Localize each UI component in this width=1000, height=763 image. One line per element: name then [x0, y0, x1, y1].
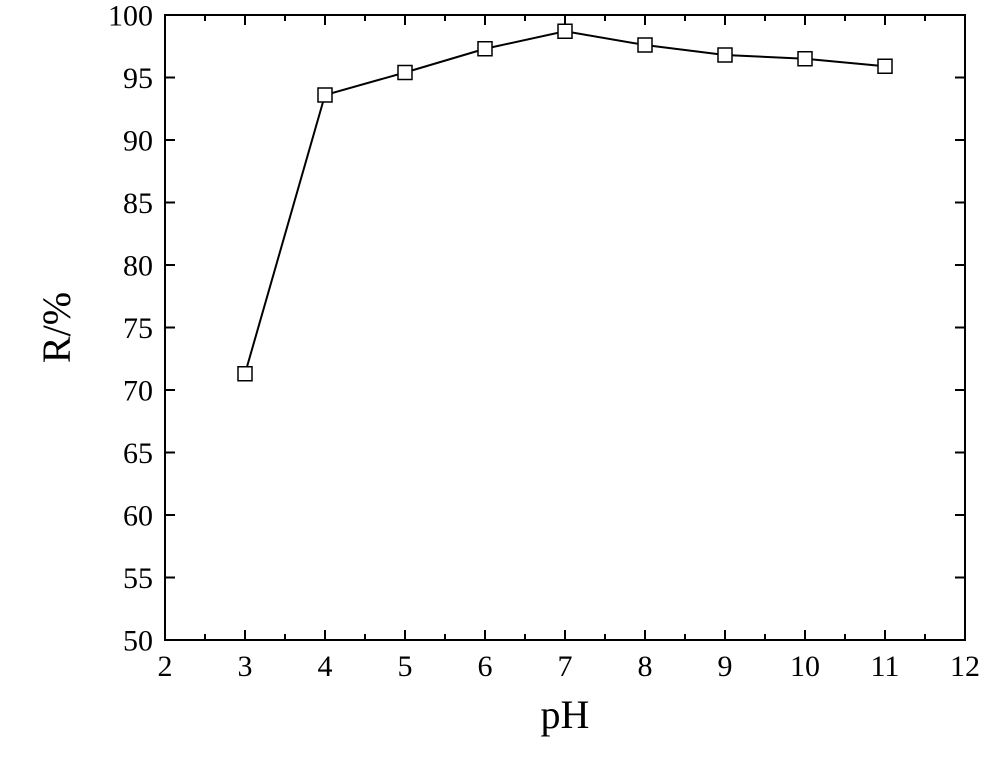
chart-container: 2 3 4 5 6 7 8 9 10 11 12 50 55 60 65 70 75 80 85 90 95 100 pH R…	[0, 0, 1000, 763]
data-marker	[238, 367, 252, 381]
y-axis-title: R/%	[34, 292, 79, 363]
x-tick-label: 11	[871, 650, 900, 683]
y-tick-label: 60	[123, 500, 153, 533]
y-tick-label: 65	[123, 437, 153, 470]
x-tick-label: 6	[478, 650, 493, 683]
x-axis-title: pH	[541, 692, 590, 737]
plot-frame	[165, 15, 965, 640]
x-tick-label: 4	[318, 650, 333, 683]
y-tick-label: 85	[123, 187, 153, 220]
y-tick-label: 50	[123, 625, 153, 658]
y-tick-label: 100	[108, 0, 153, 33]
x-tick-label: 3	[238, 650, 253, 683]
data-marker	[558, 24, 572, 38]
y-tick-label: 75	[123, 312, 153, 345]
x-tick-label: 5	[398, 650, 413, 683]
data-marker	[638, 38, 652, 52]
data-marker	[798, 52, 812, 66]
data-marker	[718, 48, 732, 62]
y-tick-label: 70	[123, 375, 153, 408]
data-line	[245, 31, 885, 374]
data-marker	[318, 88, 332, 102]
x-tick-label: 9	[718, 650, 733, 683]
y-tick-label: 55	[123, 562, 153, 595]
y-tick-label: 95	[123, 62, 153, 95]
x-tick-label: 2	[158, 650, 173, 683]
data-marker	[478, 42, 492, 56]
x-tick-label: 12	[950, 650, 980, 683]
data-marker	[398, 66, 412, 80]
data-marker	[878, 59, 892, 73]
y-tick-label: 90	[123, 125, 153, 158]
x-tick-label: 8	[638, 650, 653, 683]
x-tick-label: 10	[790, 650, 820, 683]
line-chart: 2 3 4 5 6 7 8 9 10 11 12 50 55 60 65 70 75 80 85 90 95 100 pH R…	[0, 0, 1000, 763]
x-tick-label: 7	[558, 650, 573, 683]
y-tick-label: 80	[123, 250, 153, 283]
